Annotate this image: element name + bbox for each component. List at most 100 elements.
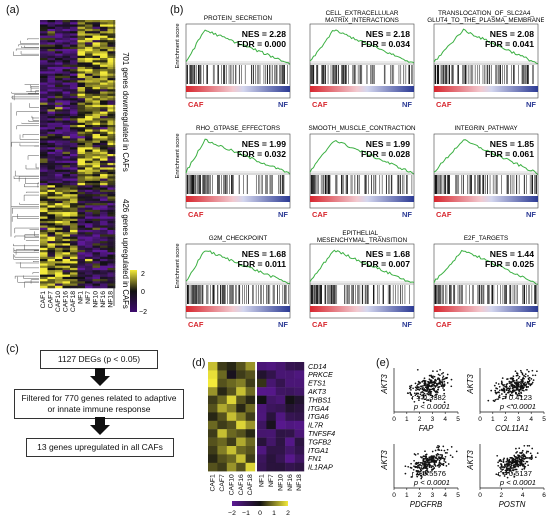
- heatmap-a-cell: [77, 223, 86, 226]
- heatmap-a-cell: [55, 37, 63, 41]
- heatmap-a-cell: [47, 46, 56, 50]
- heatmap-a-cell: [107, 165, 116, 168]
- heatmap-a-cell: [92, 42, 101, 45]
- heatmap-a-cell: [92, 174, 101, 177]
- heatmap-a-cell: [47, 250, 56, 253]
- gsea-caf-label: CAF: [436, 210, 452, 219]
- heatmap-a-cell: [100, 133, 108, 137]
- gsea-fdr: FDR = 0.061: [485, 149, 534, 159]
- heatmap-a-cell: [55, 131, 63, 135]
- heatmap-a-cell: [107, 267, 116, 271]
- heatmap-d-cell: [208, 454, 218, 463]
- heatmap-a-cell: [107, 245, 116, 249]
- heatmap-a-cell: [85, 189, 93, 193]
- heatmap-a-cell: [47, 279, 56, 282]
- heatmap-a-cell: [92, 113, 101, 117]
- heatmap-a-cell: [77, 24, 86, 27]
- gsea-curve: [309, 140, 415, 175]
- heatmap-a-cell: [77, 40, 86, 43]
- heatmap-a-cell: [62, 37, 71, 41]
- heatmap-a-cell: [62, 102, 71, 106]
- heatmap-a-cell: [62, 49, 71, 52]
- heatmap-a-cell: [47, 20, 56, 23]
- heatmap-a-cell: [40, 234, 48, 237]
- heatmap-a-cell: [55, 270, 63, 273]
- heatmap-a-cell: [92, 281, 101, 284]
- gsea-rank-bar: [310, 306, 414, 312]
- heatmap-a-sample-label: NF16: [100, 291, 107, 308]
- heatmap-a-cell: [92, 185, 101, 188]
- heatmap-a-cell: [107, 167, 116, 170]
- heatmap-a-cell: [62, 270, 71, 273]
- heatmap-a-cell: [55, 111, 63, 115]
- heatmap-a-cell: [40, 236, 48, 240]
- heatmap-a-cell: [70, 46, 78, 50]
- heatmap-d-cell: [257, 362, 267, 371]
- heatmap-a-cell: [100, 158, 108, 161]
- heatmap-a-cell: [107, 46, 116, 50]
- heatmap-d-cell: [266, 387, 276, 396]
- heatmap-a-cell: [40, 49, 48, 52]
- heatmap-a-cell: [70, 73, 78, 77]
- heatmap-d-gene-label: PRKCE: [308, 370, 333, 379]
- heatmap-d-cell: [285, 395, 295, 405]
- heatmap-a-cell: [77, 145, 86, 148]
- heatmap-a-cell: [107, 205, 116, 208]
- heatmap-d-cell: [236, 412, 246, 421]
- heatmap-a-cell: [77, 238, 86, 242]
- heatmap-a-cell: [40, 100, 48, 103]
- heatmap-a-cell: [92, 22, 101, 25]
- heatmap-a-cell: [70, 93, 78, 97]
- heatmap-a-cell: [85, 154, 93, 157]
- heatmap-a-cell: [47, 104, 56, 108]
- heatmap-a-cell: [85, 272, 93, 275]
- heatmap-a-cell: [100, 160, 108, 164]
- heatmap-a-cell: [85, 160, 93, 164]
- heatmap-a-cell: [77, 205, 86, 208]
- heatmap-a-cell: [55, 205, 63, 208]
- heatmap-a-cell: [55, 158, 63, 161]
- gsea-ylabel: Enrichment score: [175, 243, 181, 288]
- gsea-nes: NES = 1.99: [242, 139, 286, 149]
- heatmap-a-cell: [100, 116, 108, 119]
- heatmap-a-cell: [100, 145, 108, 148]
- gsea-caf-label: CAF: [188, 210, 204, 219]
- heatmap-a-cell: [77, 258, 86, 262]
- heatmap-a-cell: [40, 156, 48, 159]
- heatmap-a-cell: [62, 57, 71, 61]
- heatmap-a-cell: [77, 276, 86, 280]
- heatmap-a-cell: [100, 33, 108, 36]
- gsea-fdr: FDR = 0.032: [237, 149, 286, 159]
- heatmap-a-cell: [47, 109, 56, 112]
- heatmap-a-cell: [70, 285, 78, 289]
- heatmap-a-cell: [47, 120, 56, 124]
- heatmap-a-cell: [85, 142, 93, 146]
- heatmap-a-sample-label: CAF16: [62, 291, 69, 312]
- heatmap-d-gene-label: IL7R: [308, 421, 323, 430]
- gsea-frame: [309, 23, 415, 99]
- heatmap-a-cell: [85, 241, 93, 244]
- scatter-x-tick: 6: [542, 492, 546, 499]
- heatmap-a-cell: [70, 167, 78, 170]
- heatmap-d-sample-label: NF16: [287, 474, 294, 491]
- heatmap-a-cell: [47, 207, 56, 211]
- heatmap-a-cell: [85, 176, 93, 179]
- heatmap-a-cell: [107, 109, 116, 112]
- heatmap-a-cell: [62, 200, 71, 204]
- heatmap-a-cell: [47, 133, 56, 137]
- heatmap-a-cell: [107, 283, 116, 287]
- heatmap-a-cell: [77, 174, 86, 177]
- heatmap-a-cell: [40, 113, 48, 117]
- heatmap-a-cell: [47, 227, 56, 231]
- heatmap-a-cell: [62, 89, 71, 92]
- heatmap-a-cell: [92, 55, 101, 59]
- heatmap-a-cell: [47, 198, 56, 202]
- heatmap-a-cell: [85, 256, 93, 260]
- heatmap-a-cell: [85, 44, 93, 48]
- heatmap-a-cell: [47, 256, 56, 260]
- heatmap-a-cell: [107, 151, 116, 155]
- heatmap-a-cell: [107, 247, 116, 251]
- heatmap-a-cell: [40, 131, 48, 135]
- heatmap-a-cell: [100, 187, 108, 191]
- heatmap-a-cell: [47, 156, 56, 159]
